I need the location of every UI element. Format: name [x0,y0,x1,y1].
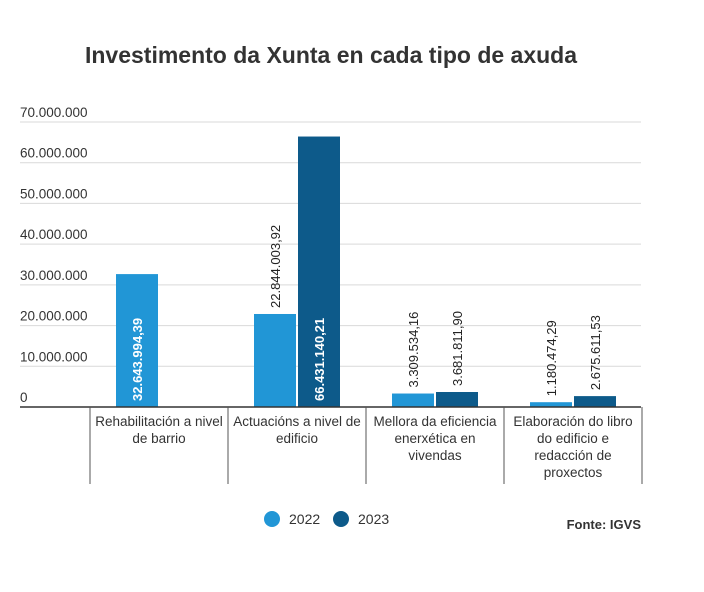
y-tick-label: 70.000.000 [20,105,88,120]
x-tick-label: Mellora da eficiencia enerxética en vivend… [373,414,497,463]
bar-2022 [116,274,158,407]
legend-label: 2022 [289,511,320,527]
bar-2022 [254,313,296,407]
bars [116,136,616,407]
bar-2022 [392,393,434,407]
bar-2023 [298,136,340,407]
legend: 2022 2023 [264,511,389,527]
data-label: 2.675.611,53 [588,315,603,390]
bar-2023 [436,392,478,407]
y-tick-label: 20.000.000 [20,309,88,324]
y-tick-label: 60.000.000 [20,146,88,161]
y-tick-label: 50.000.000 [20,186,88,201]
x-tick-label: Actuacións a nivel de edificio [233,414,361,446]
bar-2022 [530,402,572,407]
bar-2023 [574,396,616,407]
legend-swatch [333,511,349,527]
legend-swatch [264,511,280,527]
y-axis-ticks: 0 10.000.000 20.000.000 30.000.000 40.000.00… [20,105,88,405]
legend-label: 2023 [358,511,389,527]
data-label: 32.643.994,39 [130,318,145,401]
y-tick-label: 40.000.000 [20,227,88,242]
x-axis-categories: Rehabilitación a nivel de barrio Actuación… [89,407,643,484]
x-tick-label: Rehabilitación a nivel de barrio [95,414,223,446]
data-label: 66.431.140,21 [312,318,327,401]
data-labels: 32.643.994,39 22.844.003,92 3.309.534,16 1.… [130,225,603,401]
legend-item-2022: 2022 [264,511,320,527]
data-label: 3.309.534,16 [406,312,421,388]
chart-title: Investimento da Xunta en cada tipo de ax… [85,42,577,68]
source-note: Fonte: IGVS [567,517,642,532]
y-tick-label: 30.000.000 [20,268,88,283]
y-tick-label: 10.000.000 [20,349,88,364]
x-tick-label: Elaboración do libro do edificio e redacci… [513,414,632,480]
y-tick-label: 0 [20,390,28,405]
data-label: 22.844.003,92 [268,225,283,308]
legend-item-2023: 2023 [333,511,389,527]
data-label: 1.180.474,29 [544,320,559,396]
data-label: 3.681.811,90 [450,311,465,386]
